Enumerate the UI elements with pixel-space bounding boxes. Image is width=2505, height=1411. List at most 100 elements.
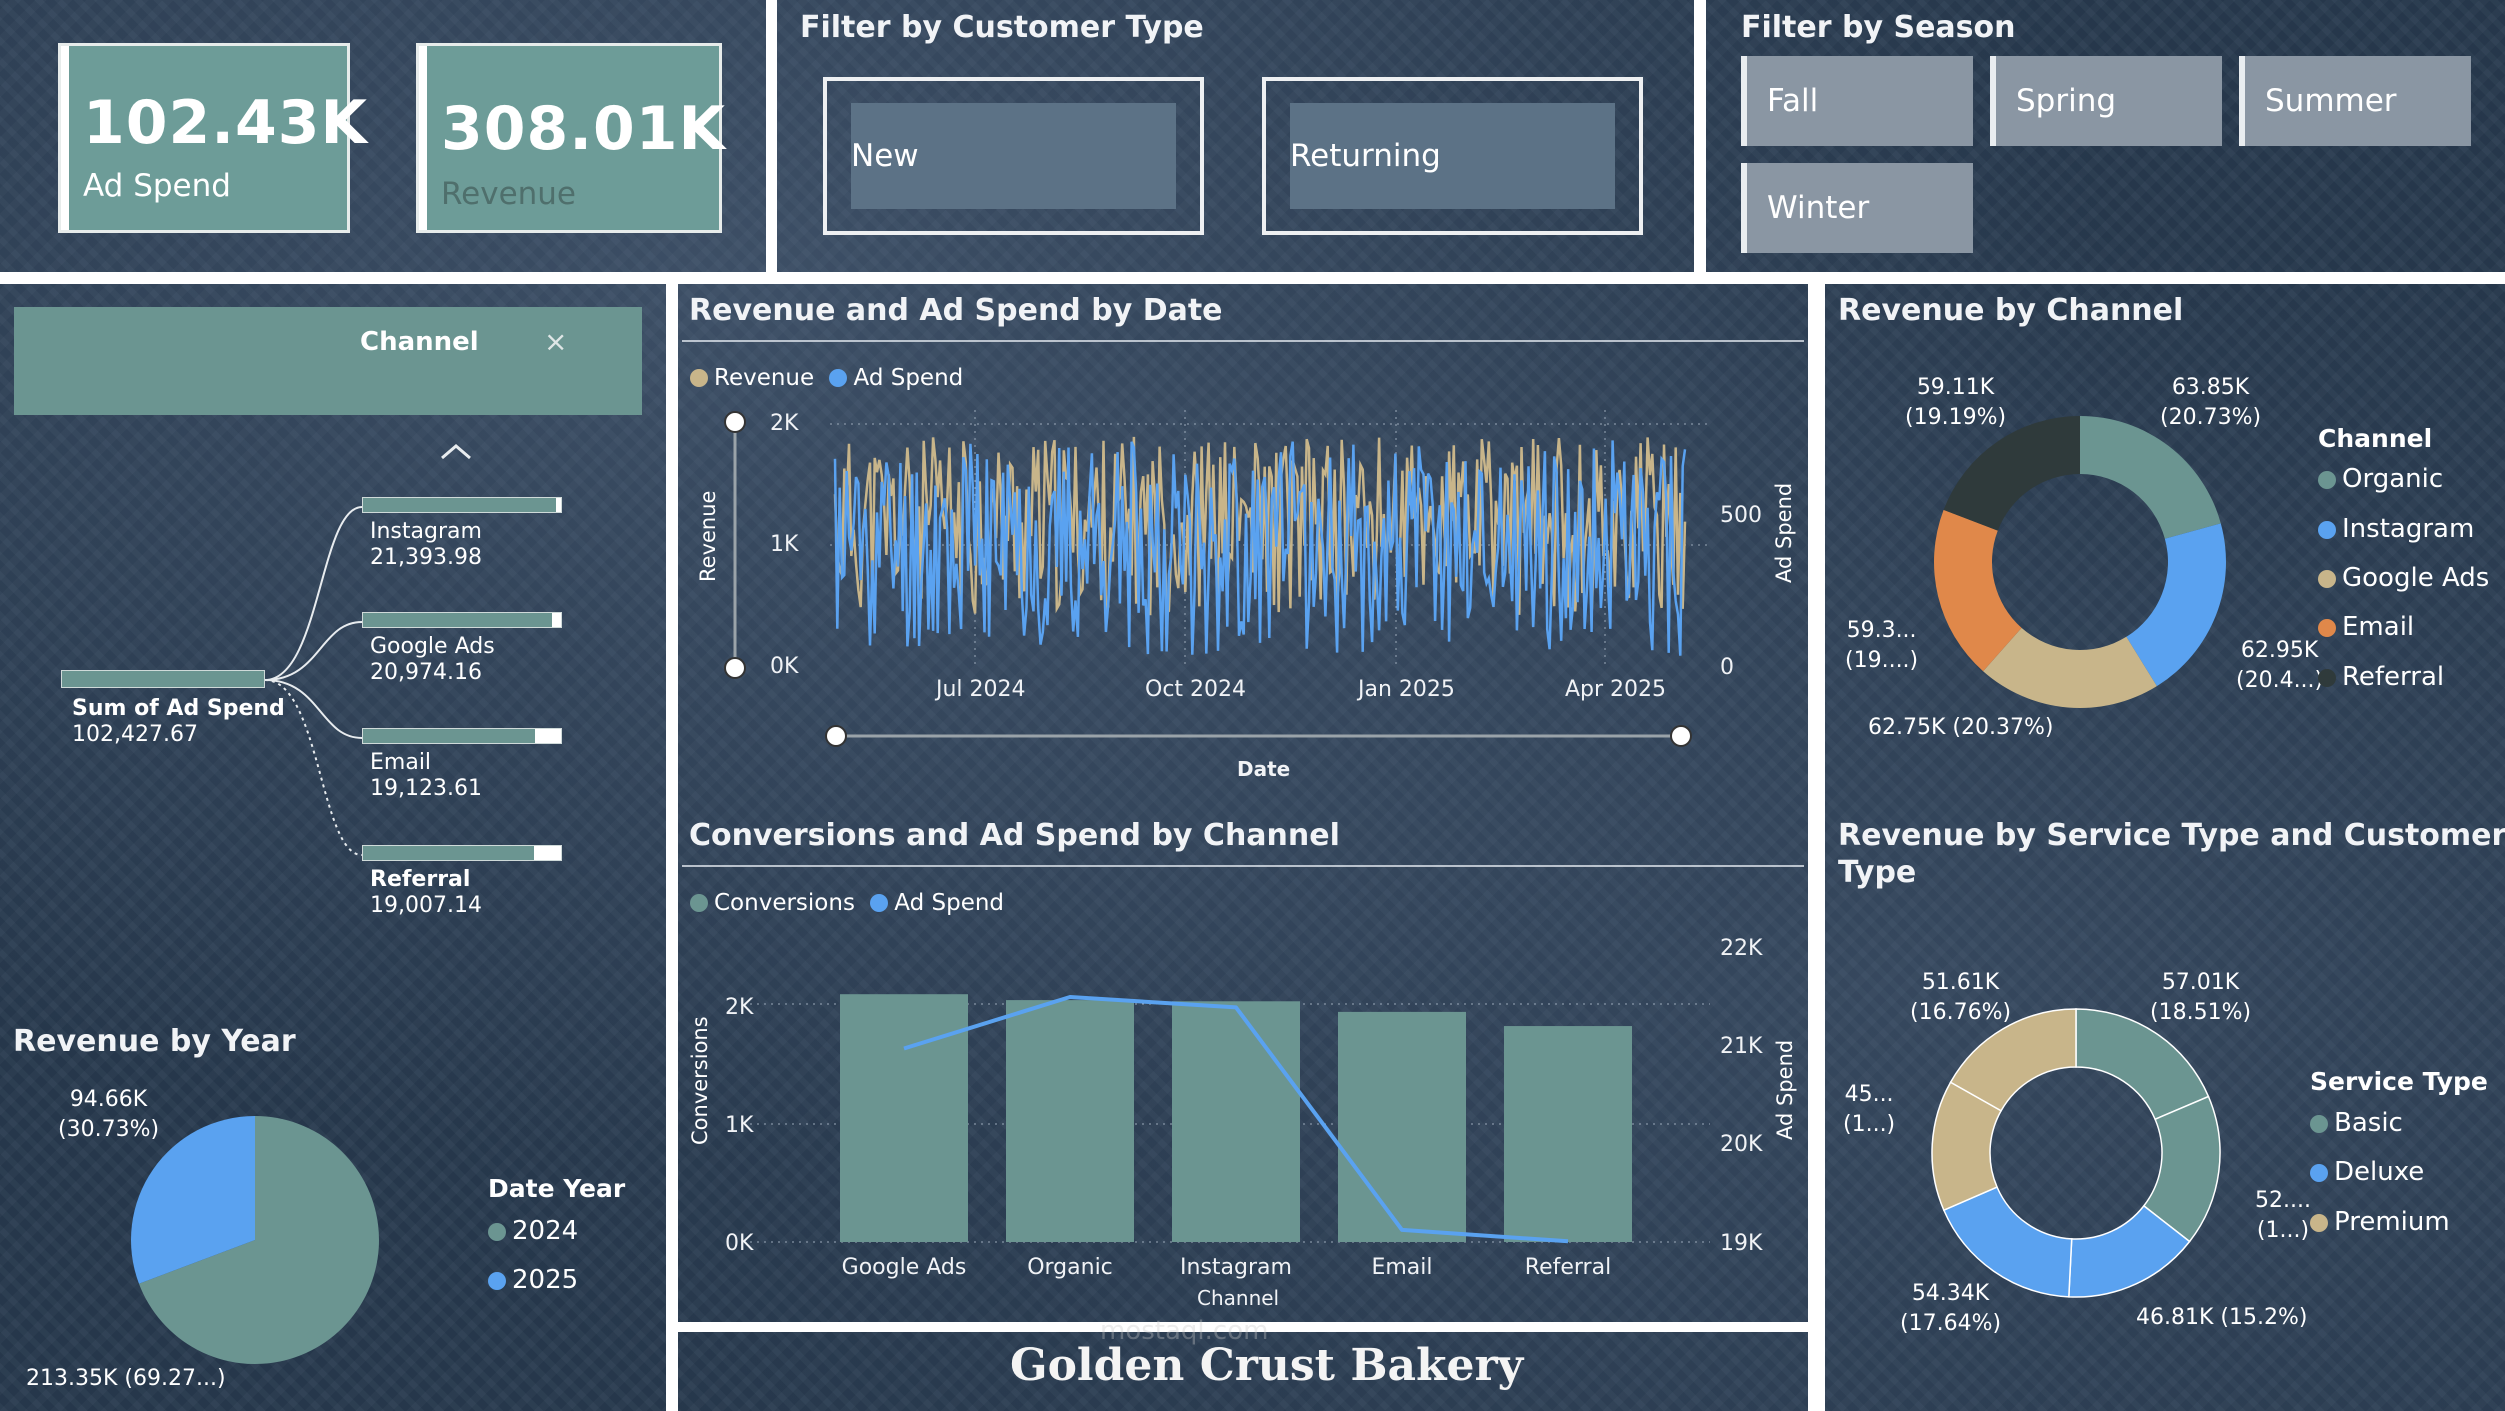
channel-legend-google-ads[interactable]: Google Ads [2318, 563, 2489, 593]
conv-legend-conversions: Conversions [714, 890, 855, 916]
channel-slice-1[interactable] [2080, 416, 2221, 539]
rev-channel-label-referral: 59.11K (19.19%) [1905, 373, 2006, 432]
conv-y-tick-0k: 0K [725, 1231, 754, 1256]
decomp-bar-instagram[interactable] [362, 497, 562, 513]
conv-combo-chart[interactable]: Google Ads Organic Instagram Email Referral [690, 920, 1800, 1290]
decomp-bar-remainder [533, 846, 561, 860]
rev-year-legend-2025[interactable]: 2025 [488, 1265, 578, 1295]
conv-chart-title: Conversions and Ad Spend by Channel [689, 818, 1340, 853]
rev-service-label-1: 51.61K (16.76%) [1910, 968, 2011, 1027]
pie-slice-2025[interactable] [131, 1116, 255, 1284]
filter-fall[interactable]: Fall [1741, 56, 1973, 146]
chevron-up-icon[interactable] [438, 440, 474, 464]
legend-dot-premium [2310, 1214, 2328, 1232]
conv-bar-organic[interactable] [1006, 1000, 1134, 1242]
date-y-slider-handle-top[interactable] [724, 411, 746, 433]
rev-service-label-3-value: 45... [1844, 1082, 1894, 1107]
conv-ad-spend-line[interactable] [903, 995, 1569, 1244]
rev-year-title: Revenue by Year [13, 1024, 296, 1059]
channel-legend-instagram[interactable]: Instagram [2318, 514, 2474, 544]
rev-service-legend-title: Service Type [2310, 1067, 2488, 1096]
channel-slice-3[interactable] [1983, 627, 2157, 708]
service-slice-6[interactable] [1949, 1008, 2077, 1112]
channel-legend-organic[interactable]: Organic [2318, 464, 2443, 494]
date-x-tick-jul: Jul 2024 [936, 677, 1026, 702]
decomp-bar-google-ads[interactable] [362, 612, 562, 628]
filter-winter-label: Winter [1767, 190, 1870, 226]
divider-top-1 [766, 0, 777, 282]
filter-new[interactable]: New [823, 77, 1204, 235]
conv-chart-legend: Conversions Ad Spend [690, 890, 1004, 916]
channel-slice-4[interactable] [1934, 509, 2022, 672]
rev-service-label-4-value: 52.... [2255, 1188, 2311, 1213]
divider-mid-footer [678, 1322, 1808, 1332]
decomp-root-bar[interactable] [61, 670, 265, 688]
legend-dot-conv-ad-spend [870, 894, 889, 912]
rev-service-label-6: 46.81K (15.2%) [2136, 1305, 2308, 1330]
decomp-node-name: Instagram [370, 519, 482, 544]
rev-service-donut[interactable] [1928, 1005, 2224, 1301]
conv-x-title: Channel [1197, 1286, 1280, 1310]
legend-dot [2318, 570, 2336, 588]
conv-chart-underline [682, 865, 1804, 867]
rev-service-label-2-pct: (18.51%) [2150, 999, 2252, 1025]
divider-top-2 [1694, 0, 1706, 282]
decomp-bar-referral[interactable] [362, 845, 562, 861]
rev-service-legend-premium[interactable]: Premium [2310, 1207, 2450, 1237]
conv-y2-tick-22k: 22K [1720, 936, 1763, 961]
decomp-bar-email[interactable] [362, 728, 562, 744]
filter-returning[interactable]: Returning [1262, 77, 1643, 235]
channel-legend-referral[interactable]: Referral [2318, 662, 2444, 692]
rev-service-legend-basic[interactable]: Basic [2310, 1108, 2403, 1138]
kpi-card-ad-spend[interactable]: 102.43K Ad Spend [58, 43, 367, 233]
channel-slice-2[interactable] [2126, 523, 2226, 687]
conv-y2-tick-19k: 19K [1720, 1231, 1763, 1256]
rev-service-label-4: 52.... (1...) [2255, 1186, 2311, 1245]
channel-legend-label: Referral [2342, 662, 2445, 692]
kpi-card-revenue[interactable]: 308.01K Revenue [416, 43, 725, 233]
decomp-header[interactable]: Channel × [14, 307, 642, 415]
watermark-text: mostaql.com [1100, 1316, 1269, 1346]
channel-legend-label: Email [2342, 612, 2415, 642]
legend-dot-ad-spend [829, 369, 848, 387]
conv-bar-email[interactable] [1338, 1011, 1466, 1242]
channel-slice-5[interactable] [1943, 416, 2080, 531]
rev-channel-label-organic-value: 63.85K [2171, 375, 2250, 400]
decomp-node-value: 21,393.98 [370, 545, 482, 570]
date-line-chart[interactable] [690, 400, 1800, 760]
date-chart-underline [682, 340, 1804, 342]
date-x-slider-handle-left[interactable] [825, 725, 847, 747]
ad-spend-series-line[interactable] [833, 440, 1687, 656]
filter-spring[interactable]: Spring [1990, 56, 2222, 146]
legend-dot [2318, 521, 2336, 539]
rev-channel-donut[interactable] [1930, 412, 2230, 712]
filter-new-label: New [851, 138, 919, 174]
decomp-connectors [264, 506, 363, 856]
rev-year-pie[interactable] [120, 1105, 390, 1375]
close-icon[interactable]: × [544, 325, 568, 358]
rev-service-label-1-pct: (16.76%) [1910, 999, 2012, 1025]
rev-service-label-2-value: 57.01K [2161, 970, 2240, 995]
rev-year-legend-2024[interactable]: 2024 [488, 1216, 578, 1246]
rev-year-label-2024: 213.35K (69.27...) [26, 1366, 226, 1391]
filter-summer[interactable]: Summer [2239, 56, 2471, 146]
conv-bar-google-ads[interactable] [840, 994, 968, 1242]
rev-channel-label-email-pct: (19....) [1845, 647, 1919, 673]
date-x-slider-handle-right[interactable] [1670, 725, 1692, 747]
legend-dot-basic [2310, 1115, 2328, 1133]
date-chart-title: Revenue and Ad Spend by Date [689, 293, 1223, 328]
rev-service-title-line2: Type [1838, 855, 1917, 890]
rev-service-legend-deluxe[interactable]: Deluxe [2310, 1157, 2424, 1187]
filter-winter[interactable]: Winter [1741, 163, 1973, 253]
rev-channel-legend-title: Channel [2318, 424, 2433, 453]
conv-x-tick-referral: Referral [1525, 1255, 1611, 1280]
conv-bar-referral[interactable] [1504, 1026, 1632, 1242]
conv-x-tick-organic: Organic [1027, 1255, 1113, 1280]
channel-legend-email[interactable]: Email [2318, 612, 2414, 642]
date-y-slider-handle-bottom[interactable] [724, 657, 746, 679]
rev-channel-label-referral-pct: (19.19%) [1905, 404, 2007, 430]
date-legend-ad-spend: Ad Spend [853, 365, 964, 391]
conv-bar-instagram[interactable] [1172, 1001, 1300, 1242]
pie-slice-2024[interactable] [138, 1116, 379, 1364]
rev-service-label-5-value: 54.34K [1911, 1281, 1990, 1306]
